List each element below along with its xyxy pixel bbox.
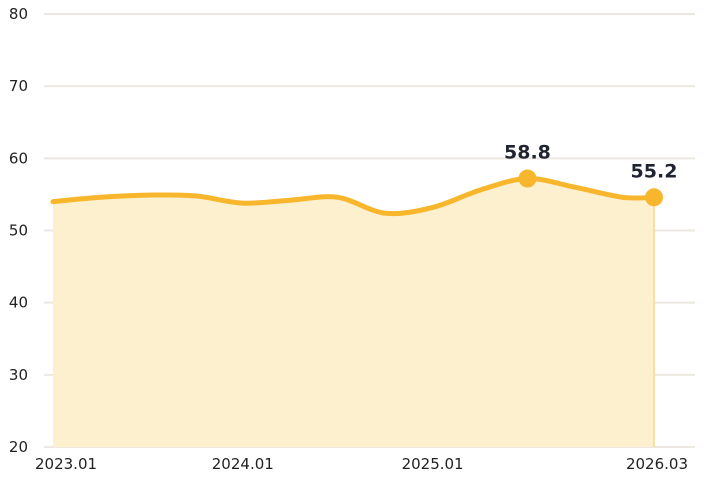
y-tick-label-20: 20 xyxy=(9,438,28,456)
series-area-fill xyxy=(53,178,654,447)
data-point-2023-07 xyxy=(146,193,150,197)
data-point-2023-04 xyxy=(98,195,102,199)
y-tick-label-80: 80 xyxy=(9,5,28,23)
data-point-2024-01 xyxy=(241,201,245,205)
y-tick-label-60: 60 xyxy=(9,149,28,167)
x-tick-label-2024-01: 2024.01 xyxy=(212,455,274,473)
data-point-2025-04 xyxy=(478,188,482,192)
x-axis: 2023.01 2024.01 2025.01 2026.03 xyxy=(35,455,688,473)
y-tick-label-50: 50 xyxy=(9,222,28,240)
x-tick-label-2023-01: 2023.01 xyxy=(35,455,97,473)
plot-area: 58.8 55.2 xyxy=(50,142,678,447)
highlight-marker-1 xyxy=(518,169,537,188)
y-tick-label-40: 40 xyxy=(9,294,28,312)
data-point-2024-07 xyxy=(336,195,340,199)
data-point-2023-01 xyxy=(51,200,55,204)
y-axis: 20 30 40 50 60 70 80 xyxy=(9,5,28,456)
data-point-2025-01 xyxy=(431,205,435,209)
x-tick-label-2025-01: 2025.01 xyxy=(402,455,464,473)
y-tick-label-70: 70 xyxy=(9,77,28,95)
data-point-2025-10 xyxy=(573,185,577,189)
highlight-marker-2 xyxy=(645,188,663,207)
data-point-2026-01 xyxy=(620,195,624,199)
series-line xyxy=(50,175,657,217)
data-label-1: 58.8 xyxy=(504,142,551,164)
x-tick-label-2026-03: 2026.03 xyxy=(626,455,688,473)
data-point-2023-10 xyxy=(193,194,197,198)
data-point-2024-04 xyxy=(288,198,292,202)
data-point-2024-10 xyxy=(383,211,387,215)
data-label-2: 55.2 xyxy=(631,160,678,182)
y-tick-label-30: 30 xyxy=(9,366,28,384)
